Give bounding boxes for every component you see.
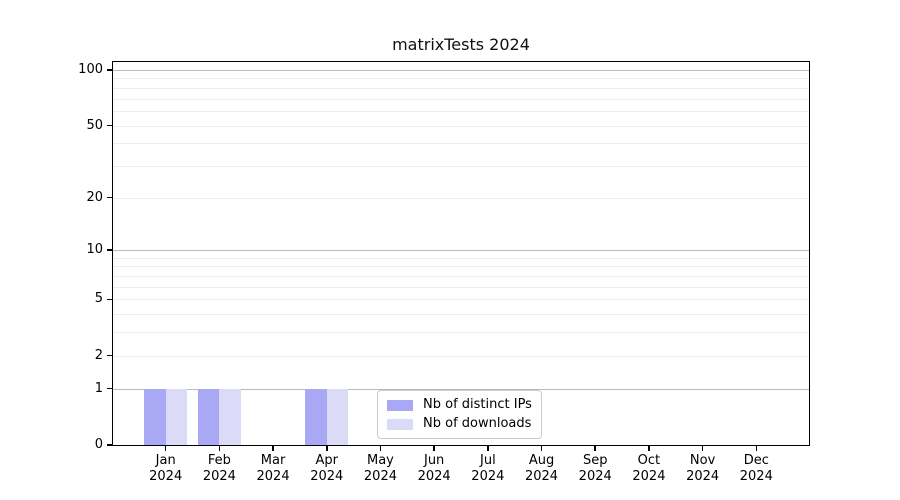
x-tick-label: Jun 2024 xyxy=(407,453,461,485)
x-tick-mark xyxy=(487,446,489,451)
x-tick-mark xyxy=(594,446,596,451)
x-tick-label: Dec 2024 xyxy=(729,453,783,485)
bar-nb-of-downloads-jan xyxy=(166,389,187,446)
y-tick-label: 5 xyxy=(0,290,103,308)
plot-area: Nb of distinct IPs Nb of downloads xyxy=(112,61,810,446)
bar-nb-of-distinct-ips-feb xyxy=(198,389,219,446)
x-tick-label: Jul 2024 xyxy=(461,453,515,485)
bar-nb-of-downloads-feb xyxy=(219,389,240,446)
x-tick-label: Aug 2024 xyxy=(515,453,569,485)
y-tick-label: 10 xyxy=(0,241,103,259)
x-tick-mark xyxy=(219,446,221,451)
bar-nb-of-downloads-apr xyxy=(327,389,348,446)
legend-swatch-distinct-ips xyxy=(387,400,413,411)
x-tick-label: Oct 2024 xyxy=(622,453,676,485)
x-tick-mark xyxy=(702,446,704,451)
x-tick-label: Feb 2024 xyxy=(192,453,246,485)
y-tick-label: 100 xyxy=(0,61,103,79)
y-tick-label: 20 xyxy=(0,189,103,207)
x-tick-mark xyxy=(433,446,435,451)
x-tick-label: Sep 2024 xyxy=(568,453,622,485)
legend-label-distinct-ips: Nb of distinct IPs xyxy=(423,397,532,413)
legend-item-downloads: Nb of downloads xyxy=(387,416,532,432)
legend-swatch-downloads xyxy=(387,419,413,430)
x-tick-label: Jan 2024 xyxy=(139,453,193,485)
y-tick-label: 2 xyxy=(0,347,103,365)
x-tick-label: Mar 2024 xyxy=(246,453,300,485)
x-tick-label: Nov 2024 xyxy=(676,453,730,485)
x-tick-mark xyxy=(272,446,274,451)
legend-item-distinct-ips: Nb of distinct IPs xyxy=(387,397,532,413)
y-tick-label: 0 xyxy=(0,436,103,454)
x-tick-label: Apr 2024 xyxy=(300,453,354,485)
chart-figure: matrixTests 2024 Nb of distinct IPs Nb o… xyxy=(0,0,900,500)
legend-label-downloads: Nb of downloads xyxy=(423,416,531,432)
x-tick-mark xyxy=(326,446,328,451)
legend: Nb of distinct IPs Nb of downloads xyxy=(377,390,542,439)
bar-nb-of-distinct-ips-apr xyxy=(305,389,326,446)
chart-title: matrixTests 2024 xyxy=(112,35,810,55)
bars-layer xyxy=(112,61,810,446)
bar-nb-of-distinct-ips-jan xyxy=(144,389,165,446)
y-tick-label: 50 xyxy=(0,117,103,135)
x-tick-mark xyxy=(380,446,382,451)
x-tick-mark xyxy=(648,446,650,451)
x-tick-mark xyxy=(756,446,758,451)
x-tick-mark xyxy=(165,446,167,451)
y-tick-label: 1 xyxy=(0,380,103,398)
x-tick-label: May 2024 xyxy=(353,453,407,485)
x-tick-mark xyxy=(541,446,543,451)
